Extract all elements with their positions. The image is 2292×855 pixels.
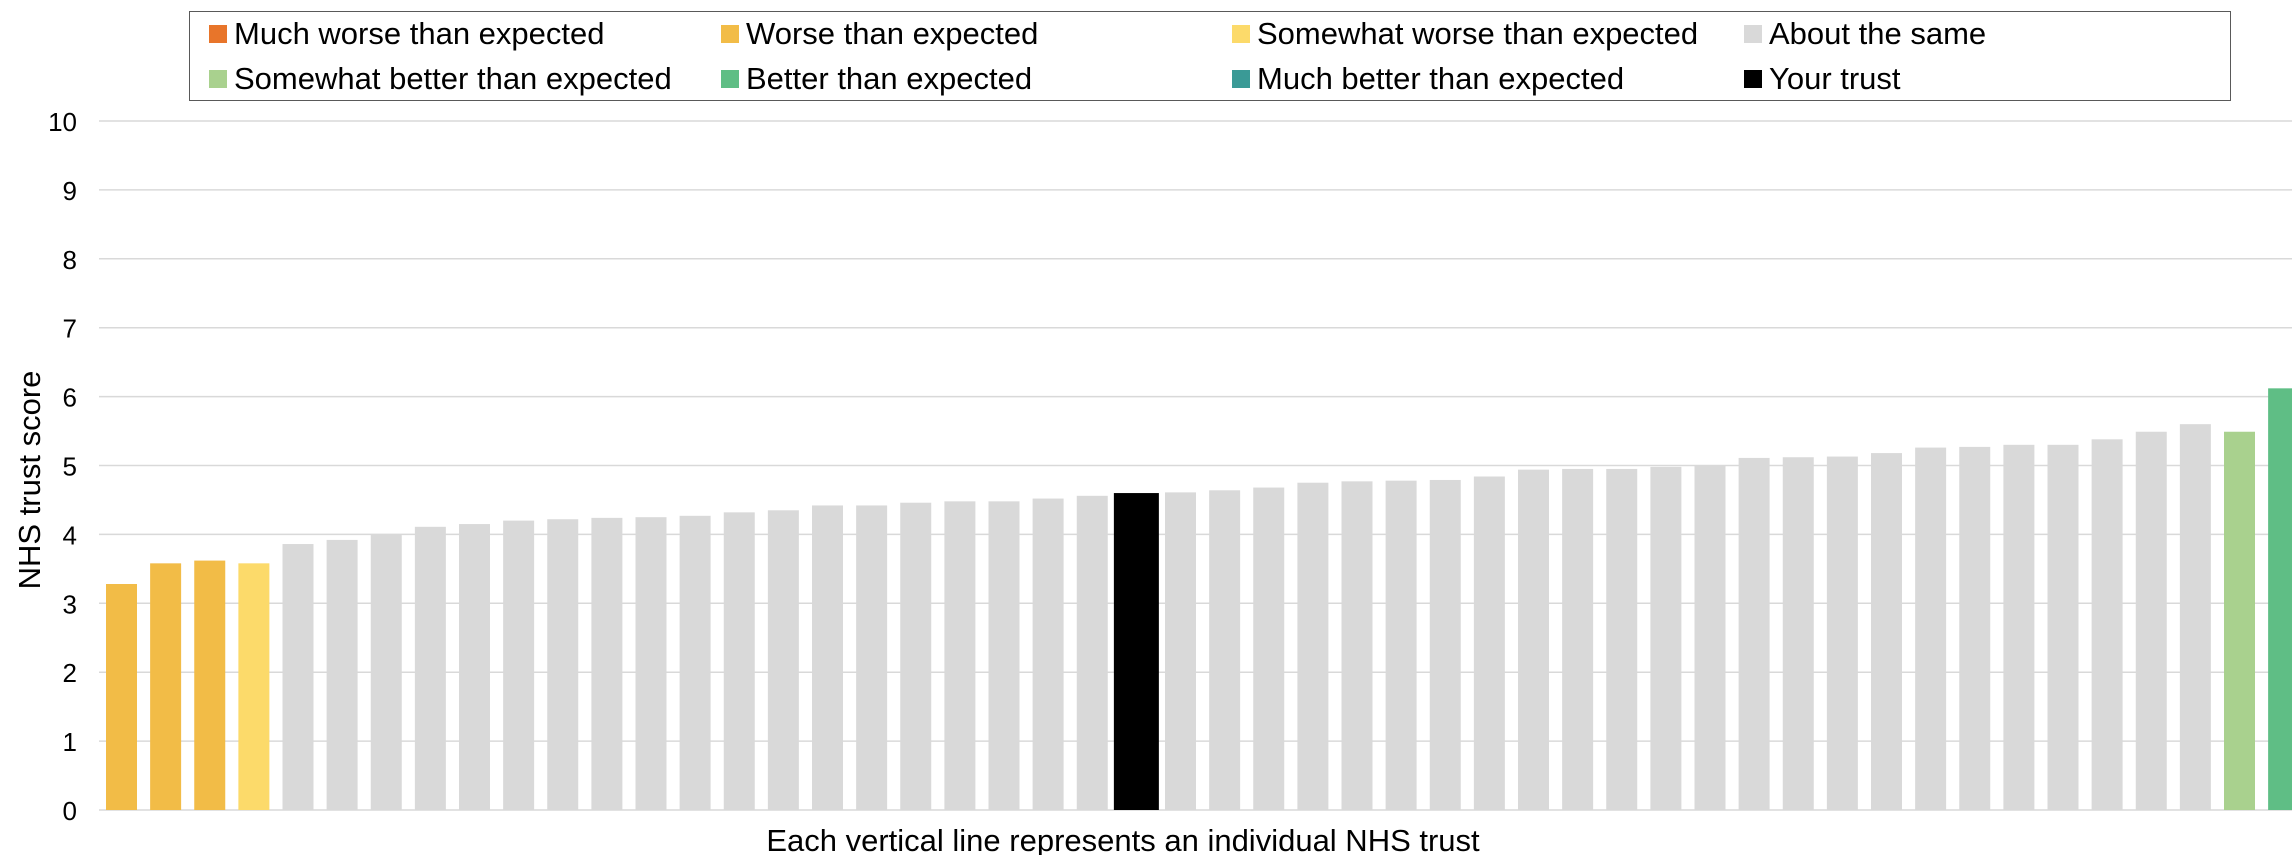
legend-item-worse: Worse than expected <box>721 14 1038 54</box>
trust-bar <box>2003 444 2035 810</box>
trust-bar <box>1826 456 1858 810</box>
trust-bar <box>944 501 976 810</box>
trust-bar <box>1341 481 1373 810</box>
trust-bar <box>1694 465 1726 810</box>
trust-bar <box>414 526 446 810</box>
legend-label-better: Better than expected <box>746 61 1033 96</box>
trust-bar <box>1429 479 1461 810</box>
legend-swatch-your-trust <box>1744 70 1762 88</box>
trust-bar <box>459 524 490 810</box>
trust-bar <box>1650 466 1682 810</box>
chart-legend: Much worse than expected Worse than expe… <box>189 11 2231 101</box>
trust-bar <box>1915 447 1947 810</box>
trust-bar <box>1076 495 1108 810</box>
trust-bar <box>2047 444 2079 810</box>
legend-swatch-somewhat-better <box>209 70 227 88</box>
trust-bar <box>106 584 137 810</box>
legend-item-much-better: Much better than expected <box>1232 59 1624 99</box>
y-axis-ticks: 0 1 2 3 4 5 6 7 8 9 10 <box>48 107 77 826</box>
x-axis-label: Each vertical line represents an individ… <box>766 823 1480 855</box>
y-tick-label: 8 <box>63 245 77 275</box>
legend-label-much-better: Much better than expected <box>1257 61 1625 96</box>
trust-bar <box>679 515 711 810</box>
y-tick-label: 5 <box>63 452 77 482</box>
trust-bar <box>723 512 755 810</box>
legend-item-about-the-same: About the same <box>1744 14 1986 54</box>
legend-label-somewhat-better: Somewhat better than expected <box>234 61 672 96</box>
trust-bar <box>1385 480 1417 810</box>
y-tick-label: 2 <box>63 658 77 688</box>
trust-bar <box>1473 476 1505 810</box>
legend-swatch-about-the-same <box>1744 25 1762 43</box>
trust-bar <box>856 505 888 810</box>
trust-bar <box>2091 439 2123 810</box>
y-tick-label: 6 <box>63 383 77 413</box>
trust-bar <box>767 510 799 810</box>
trust-bar <box>1871 453 1902 810</box>
y-tick-label: 1 <box>63 727 77 757</box>
legend-item-somewhat-worse: Somewhat worse than expected <box>1232 14 1698 54</box>
legend-swatch-somewhat-worse <box>1232 25 1250 43</box>
legend-swatch-much-worse <box>209 25 227 43</box>
legend-label-about-the-same: About the same <box>1769 16 1987 51</box>
legend-label-somewhat-worse: Somewhat worse than expected <box>1257 16 1699 51</box>
trust-bar <box>194 560 226 810</box>
trust-bar <box>326 539 358 810</box>
legend-swatch-worse <box>721 25 739 43</box>
trust-bar <box>1606 468 1638 810</box>
trust-bar <box>1209 490 1241 810</box>
legend-item-somewhat-better: Somewhat better than expected <box>209 59 672 99</box>
legend-item-better: Better than expected <box>721 59 1032 99</box>
trust-bar <box>2135 431 2167 810</box>
trust-bar <box>988 501 1020 810</box>
y-tick-label: 10 <box>48 107 77 137</box>
legend-swatch-much-better <box>1232 70 1250 88</box>
trust-bar <box>900 502 932 810</box>
legend-label-much-worse: Much worse than expected <box>234 16 605 51</box>
y-tick-label: 0 <box>63 796 77 826</box>
y-tick-label: 7 <box>63 314 77 344</box>
trust-bar <box>547 519 579 810</box>
trust-bar <box>1562 468 1594 810</box>
trust-bar <box>635 517 667 810</box>
trust-bar <box>2268 388 2292 810</box>
trust-bar <box>1297 482 1329 810</box>
trust-bar <box>1959 446 1991 810</box>
legend-swatch-better <box>721 70 739 88</box>
y-tick-label: 9 <box>63 176 77 206</box>
trust-bar <box>1518 469 1549 810</box>
trust-bar <box>812 505 843 810</box>
trust-bar <box>1782 457 1814 810</box>
legend-label-worse: Worse than expected <box>746 16 1039 51</box>
legend-item-much-worse: Much worse than expected <box>209 14 605 54</box>
y-tick-label: 4 <box>63 520 77 550</box>
y-axis-label: NHS trust score <box>12 371 47 590</box>
trust-bar <box>1738 457 1770 810</box>
trust-bar <box>370 534 402 810</box>
your-trust-bar <box>1113 493 1159 810</box>
trust-bar <box>2179 424 2211 810</box>
y-tick-label: 3 <box>63 589 77 619</box>
trust-bar <box>238 563 270 810</box>
trust-bar <box>2224 431 2255 810</box>
trust-bar <box>1253 487 1285 810</box>
trust-bar <box>150 563 182 810</box>
legend-item-your-trust: Your trust <box>1744 59 1901 99</box>
trust-bar <box>282 544 314 810</box>
trust-bar <box>591 517 623 810</box>
trust-bar <box>1165 492 1196 810</box>
trust-bar <box>503 520 535 810</box>
legend-label-your-trust: Your trust <box>1769 61 1901 96</box>
bars <box>106 388 2292 810</box>
trust-bar <box>1032 498 1064 810</box>
